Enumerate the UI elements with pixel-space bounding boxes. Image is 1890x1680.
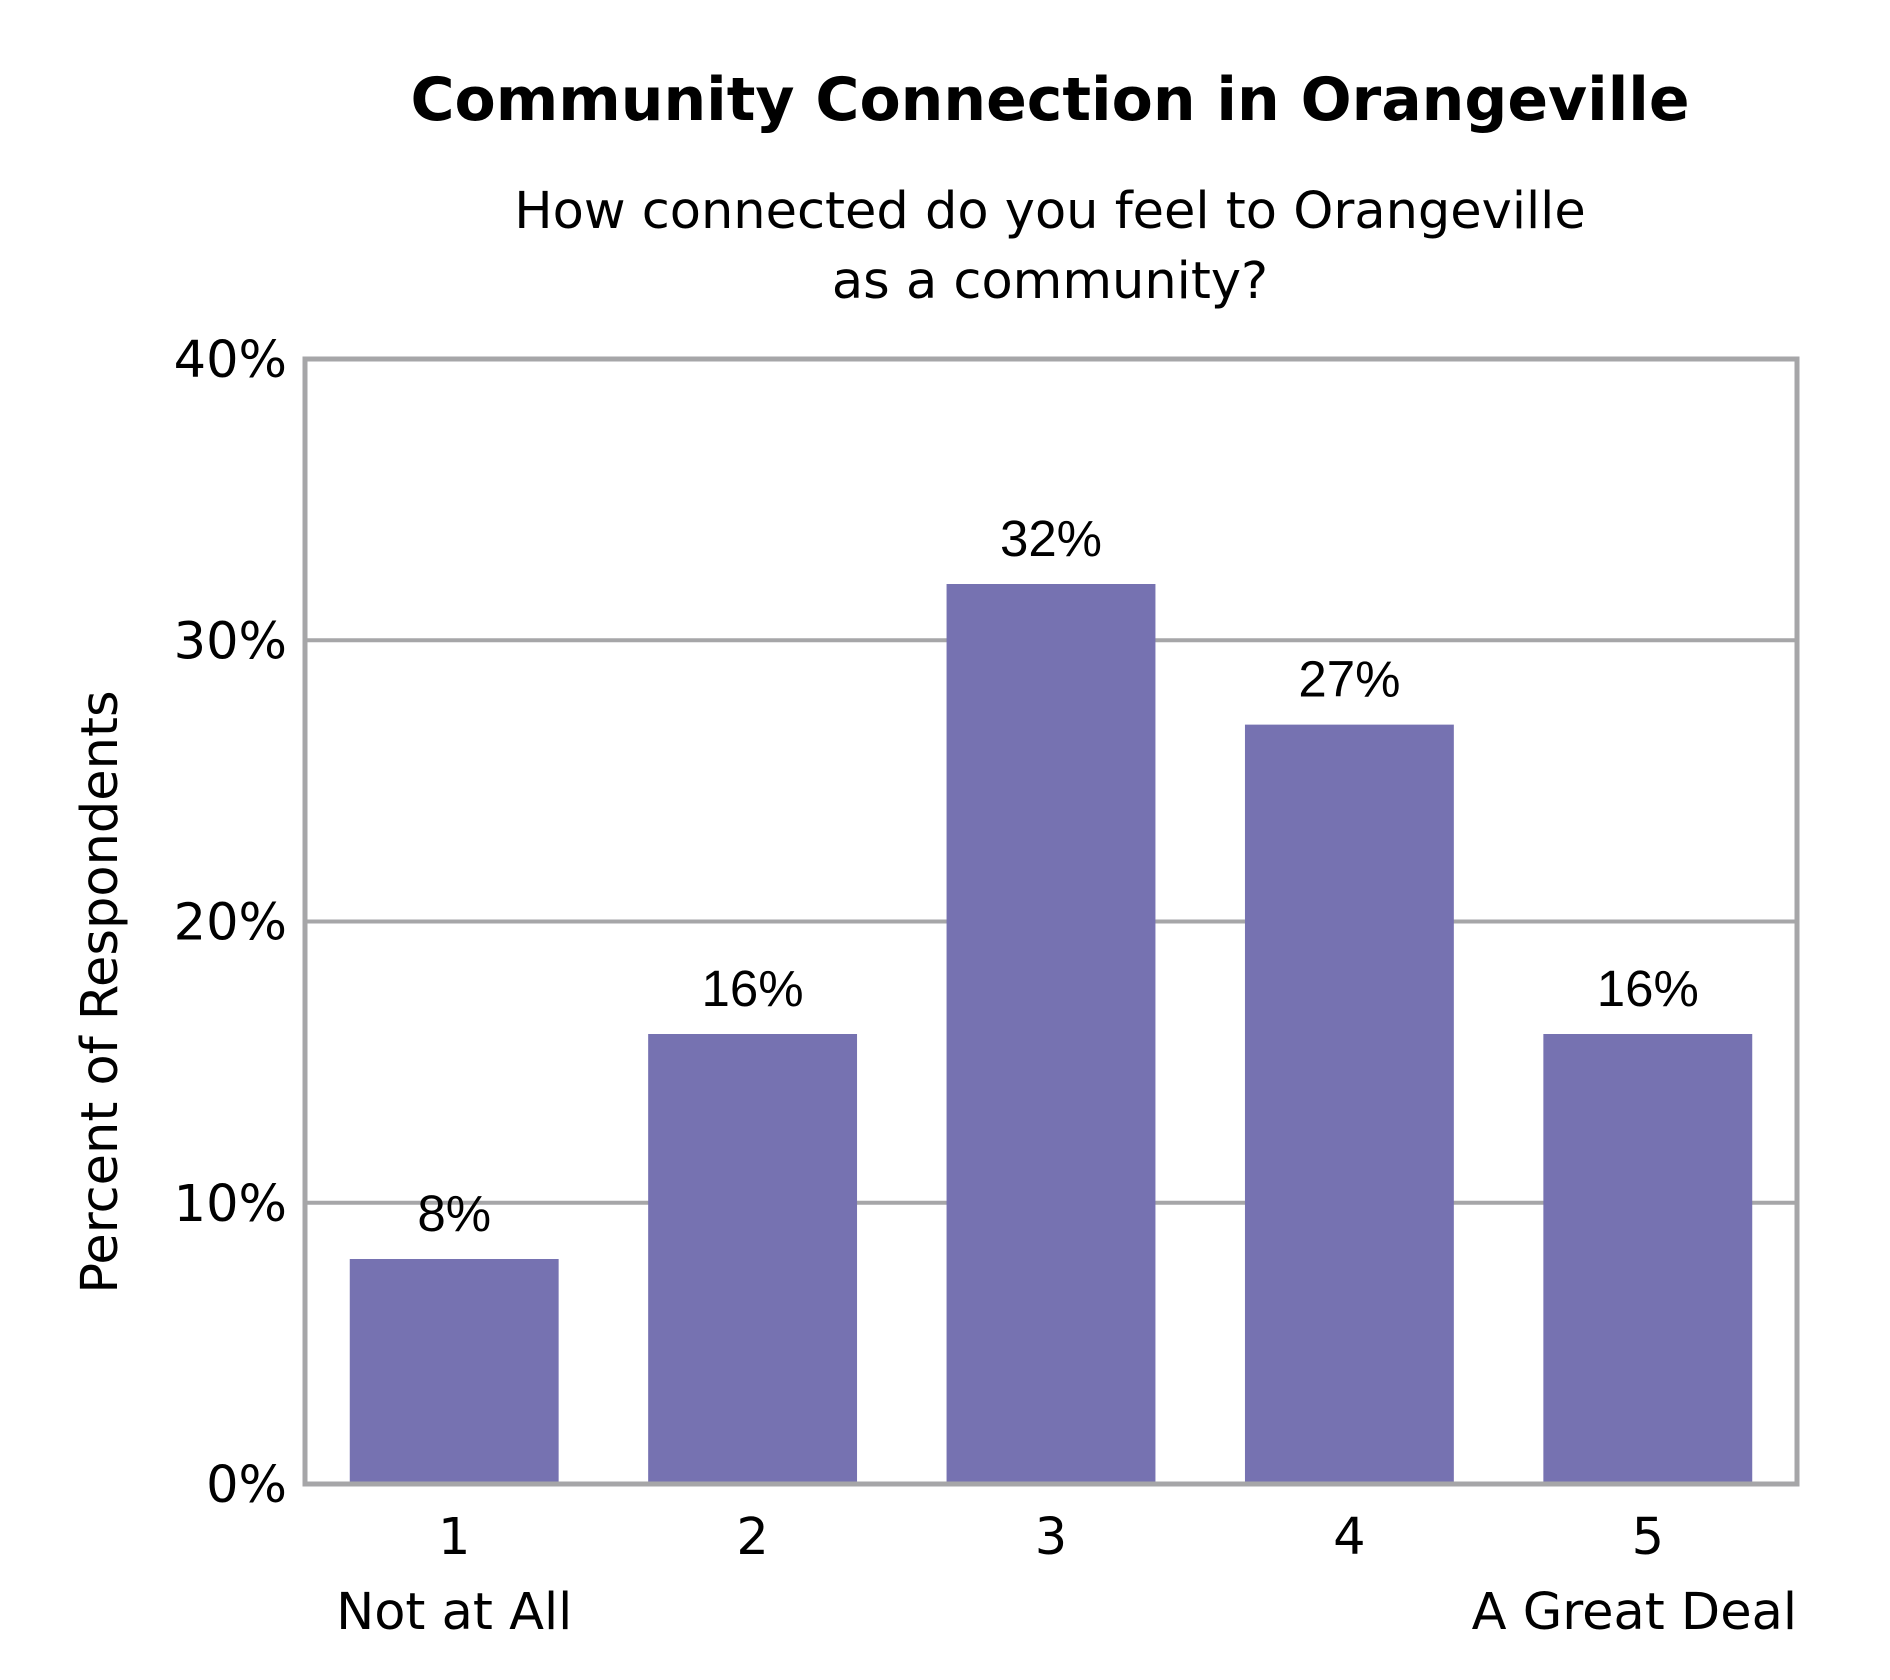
y-tick-label: 40% — [174, 331, 287, 390]
chart-subtitle-line-1: How connected do you feel to Orangeville — [514, 182, 1585, 241]
x-tick-label: 4 — [1333, 1508, 1365, 1567]
y-tick-label: 20% — [174, 894, 287, 953]
x-tick-label: 3 — [1035, 1508, 1067, 1567]
data-label-1: 8% — [417, 1185, 491, 1242]
y-tick-label: 30% — [174, 612, 287, 671]
bar-3 — [946, 584, 1156, 1484]
x-tick-sublabel: A Great Deal — [1472, 1583, 1797, 1642]
y-tick-label: 0% — [206, 1456, 287, 1515]
bar-5 — [1543, 1034, 1753, 1484]
bar-4 — [1244, 724, 1454, 1484]
bars — [349, 584, 1753, 1484]
data-label-4: 27% — [1298, 651, 1400, 708]
x-tick-label: 2 — [736, 1508, 768, 1567]
chart-title: Community Connection in Orangeville — [410, 65, 1689, 135]
y-axis-label: Percent of Respondents — [71, 690, 130, 1293]
plot-border — [302, 356, 1800, 1487]
x-tick-labels: 1 Not at All 2 3 4 5 A Great Deal — [336, 1508, 1797, 1642]
x-tick-label: 1 — [438, 1508, 470, 1567]
chart-subtitle-line-2: as a community? — [832, 252, 1268, 311]
y-tick-labels: 0% 10% 20% 30% 40% — [174, 331, 287, 1515]
x-tick-sublabel: Not at All — [336, 1583, 572, 1642]
bar-2 — [648, 1034, 858, 1484]
data-label-3: 32% — [1000, 510, 1102, 567]
data-label-5: 16% — [1597, 960, 1699, 1017]
y-tick-label: 10% — [174, 1175, 287, 1234]
x-tick-label: 5 — [1632, 1508, 1664, 1567]
plot-frame — [302, 356, 1800, 1487]
bar-1 — [349, 1259, 559, 1484]
data-label-2: 16% — [702, 960, 804, 1017]
data-labels: 8% 16% 32% 27% 16% — [417, 510, 1698, 1242]
